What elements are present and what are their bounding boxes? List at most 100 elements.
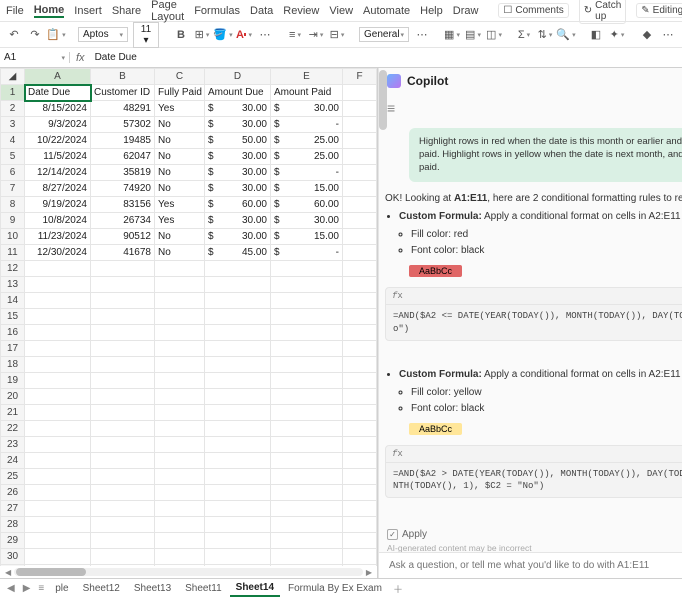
cell[interactable] [91, 565, 155, 567]
cell[interactable] [25, 277, 91, 293]
cell[interactable] [25, 405, 91, 421]
cell[interactable] [343, 309, 377, 325]
cell[interactable]: Yes [155, 101, 205, 117]
cell[interactable] [271, 373, 343, 389]
col-header-E[interactable]: E [271, 69, 343, 85]
cell[interactable]: $- [271, 165, 343, 181]
cell[interactable] [25, 325, 91, 341]
cell[interactable] [271, 469, 343, 485]
cell[interactable]: 8/27/2024 [25, 181, 91, 197]
cell-style-icon[interactable]: ◫ [486, 26, 502, 44]
cell[interactable] [205, 405, 271, 421]
more-icon[interactable]: ⋯ [660, 26, 676, 44]
tab-sheet13[interactable]: Sheet13 [128, 581, 177, 596]
cell[interactable]: No [155, 181, 205, 197]
cell[interactable]: Amount Due [205, 85, 271, 101]
cell[interactable]: $30.00 [271, 101, 343, 117]
cell[interactable] [343, 197, 377, 213]
cell[interactable] [343, 325, 377, 341]
cell[interactable] [343, 389, 377, 405]
cell[interactable] [25, 565, 91, 567]
name-box[interactable]: A1 [0, 52, 70, 63]
cell[interactable] [155, 469, 205, 485]
formula-value[interactable]: Date Due [91, 52, 141, 63]
cell[interactable] [271, 453, 343, 469]
cell[interactable]: $45.00 [205, 245, 271, 261]
cell[interactable] [343, 165, 377, 181]
menu-home[interactable]: Home [34, 4, 65, 18]
cell[interactable] [91, 549, 155, 565]
cell[interactable] [91, 309, 155, 325]
cell[interactable] [155, 453, 205, 469]
menu-page-layout[interactable]: Page Layout [151, 0, 184, 23]
cell[interactable] [25, 261, 91, 277]
row-header-5[interactable]: 5 [1, 149, 25, 165]
cell[interactable] [343, 213, 377, 229]
apply-checkbox[interactable]: ✓ [387, 529, 398, 540]
spreadsheet-grid[interactable]: ◢ABCDEF1Date DueCustomer IDFully PaidAmo… [0, 68, 377, 566]
cell[interactable] [25, 293, 91, 309]
cell[interactable]: No [155, 165, 205, 181]
cell[interactable] [271, 437, 343, 453]
cell[interactable]: Amount Paid [271, 85, 343, 101]
cell[interactable] [205, 517, 271, 533]
cell[interactable] [205, 453, 271, 469]
cell[interactable] [271, 309, 343, 325]
cell[interactable] [25, 389, 91, 405]
cell[interactable]: 62047 [91, 149, 155, 165]
cell[interactable]: 8/15/2024 [25, 101, 91, 117]
font-color-icon[interactable]: A [236, 26, 252, 44]
cell[interactable]: $30.00 [205, 181, 271, 197]
cell[interactable] [155, 389, 205, 405]
cell[interactable] [91, 453, 155, 469]
horizontal-scrollbar[interactable]: ◀ ▶ [0, 566, 377, 578]
cell[interactable] [25, 309, 91, 325]
cell[interactable] [205, 293, 271, 309]
cell[interactable] [343, 101, 377, 117]
cell[interactable] [91, 389, 155, 405]
cell[interactable] [91, 325, 155, 341]
cell[interactable] [343, 549, 377, 565]
cell[interactable] [271, 517, 343, 533]
cell[interactable]: $30.00 [271, 213, 343, 229]
row-header-29[interactable]: 29 [1, 533, 25, 549]
cell[interactable] [343, 133, 377, 149]
cell[interactable] [205, 437, 271, 453]
table-style-icon[interactable]: ▤ [465, 26, 481, 44]
cell[interactable]: Yes [155, 197, 205, 213]
cell[interactable]: No [155, 245, 205, 261]
cell[interactable] [343, 341, 377, 357]
row-header-15[interactable]: 15 [1, 309, 25, 325]
more-number-icon[interactable]: ⋯ [414, 26, 430, 44]
cell[interactable] [271, 485, 343, 501]
cell[interactable] [271, 405, 343, 421]
col-header-B[interactable]: B [91, 69, 155, 85]
cell[interactable] [25, 549, 91, 565]
row-header-21[interactable]: 21 [1, 405, 25, 421]
cell[interactable] [205, 389, 271, 405]
menu-help[interactable]: Help [420, 5, 443, 17]
row-header-14[interactable]: 14 [1, 293, 25, 309]
cell[interactable] [271, 421, 343, 437]
row-header-28[interactable]: 28 [1, 517, 25, 533]
cell[interactable] [91, 421, 155, 437]
cell[interactable] [91, 405, 155, 421]
cell[interactable]: No [155, 133, 205, 149]
row-header-16[interactable]: 16 [1, 325, 25, 341]
row-header-10[interactable]: 10 [1, 229, 25, 245]
cell[interactable] [205, 549, 271, 565]
cell[interactable]: 41678 [91, 245, 155, 261]
cell[interactable]: 19485 [91, 133, 155, 149]
cell[interactable]: No [155, 229, 205, 245]
row-header-27[interactable]: 27 [1, 501, 25, 517]
row-header-9[interactable]: 9 [1, 213, 25, 229]
cell[interactable] [155, 565, 205, 567]
redo-icon[interactable]: ↷ [27, 26, 43, 44]
cell[interactable] [205, 341, 271, 357]
cell[interactable]: 11/5/2024 [25, 149, 91, 165]
tab-sheet14[interactable]: Sheet14 [230, 580, 280, 597]
cell[interactable] [155, 485, 205, 501]
cell[interactable]: $60.00 [205, 197, 271, 213]
cell[interactable] [155, 261, 205, 277]
menu-file[interactable]: File [6, 5, 24, 17]
